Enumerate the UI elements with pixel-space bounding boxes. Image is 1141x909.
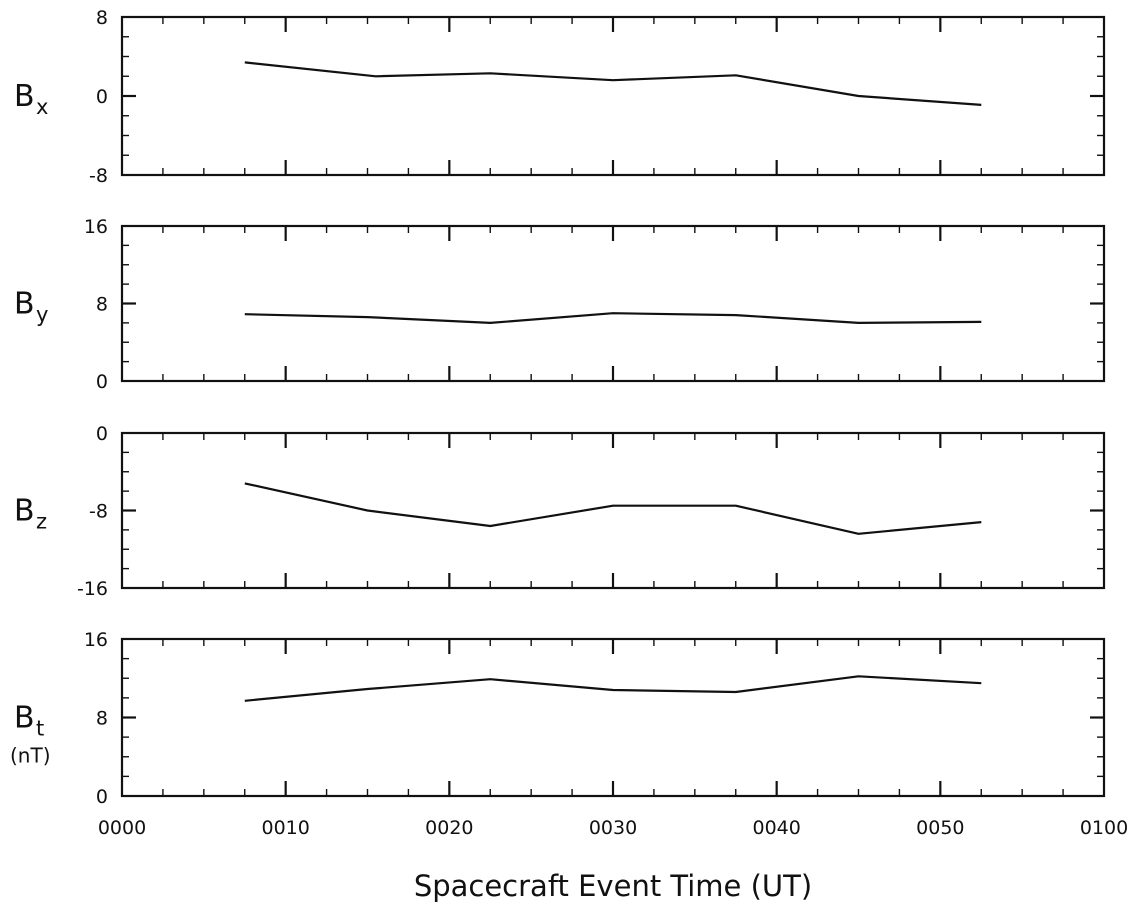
x-tick-label: 0100 (1080, 817, 1128, 839)
panel-bt-frame (120, 637, 1106, 798)
panel-bt-series-line (244, 675, 982, 702)
x-tick-label: 0010 (261, 817, 309, 839)
panel-bt-y-tick-label: 16 (84, 629, 108, 651)
panel-by-label: B (14, 287, 35, 322)
panel-bz-y-tick-label: 0 (96, 423, 108, 445)
panel-bx-y-tick-label: 8 (96, 7, 108, 29)
panel-by-y-tick-label: 8 (96, 294, 108, 316)
panel-bt-unit: (nT) (10, 744, 51, 768)
panel-bz: -16 -8 0 B z (14, 423, 1106, 600)
panel-bz-frame (120, 431, 1106, 590)
panel-bz-y-tick-label: -16 (77, 578, 108, 600)
panel-by-label-subscript: y (36, 303, 48, 327)
panel-bz-y-tick-label: -8 (89, 501, 108, 523)
panel-by-series-line (244, 312, 982, 324)
panel-bt-label: B (14, 701, 35, 736)
panel-by: 0 8 16 B y (14, 216, 1106, 393)
x-tick-label: 0040 (752, 817, 800, 839)
panel-bt-label-subscript: t (36, 717, 44, 741)
panel-bx-y-tick-label: -8 (89, 165, 108, 187)
x-tick-label: 0020 (425, 817, 473, 839)
panel-by-y-tick-label: 16 (84, 216, 108, 238)
panel-by-y-tick-label: 0 (96, 371, 108, 393)
panel-bt-y-tick-label: 8 (96, 708, 108, 730)
panel-bx: -8 0 8 B x (14, 7, 1106, 187)
panel-bz-series-line (244, 482, 982, 535)
x-tick-label: 0050 (916, 817, 964, 839)
x-axis-title: Spacecraft Event Time (UT) (414, 869, 812, 903)
panel-bz-label-subscript: z (36, 510, 47, 534)
panel-bx-frame (120, 15, 1106, 177)
panel-bx-label: B (14, 79, 35, 114)
panel-bx-y-tick-label: 0 (96, 86, 108, 108)
panel-by-frame (120, 224, 1106, 383)
panel-bt-y-tick-label: 0 (96, 786, 108, 808)
panel-bx-series-line (244, 61, 982, 106)
x-tick-label: 0000 (98, 817, 146, 839)
x-tick-label: 0030 (589, 817, 637, 839)
panel-bt: 0 8 16 B t (nT) (10, 629, 1106, 808)
panel-bx-label-subscript: x (36, 95, 48, 119)
panel-bz-label: B (14, 494, 35, 529)
